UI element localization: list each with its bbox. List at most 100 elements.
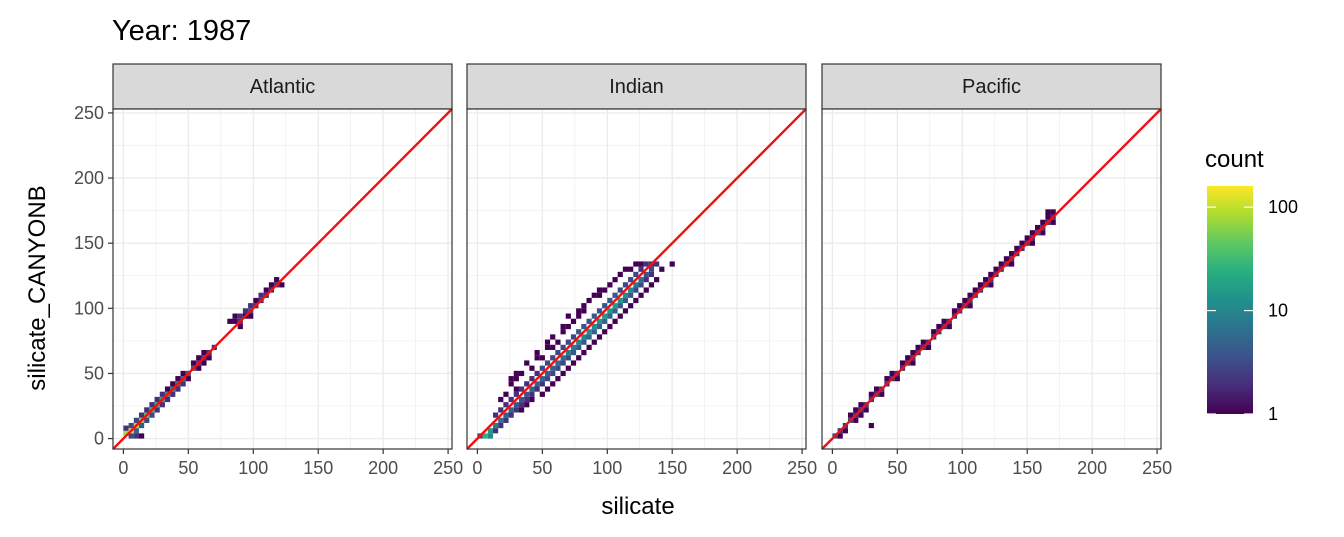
- facet-strip-label: Atlantic: [250, 76, 316, 98]
- bin: [633, 282, 639, 288]
- bin: [201, 349, 207, 356]
- bin: [873, 386, 880, 392]
- bin: [529, 391, 535, 397]
- bin: [972, 287, 978, 293]
- bin: [175, 376, 181, 382]
- bin: [586, 329, 592, 335]
- bin: [591, 292, 597, 298]
- bin: [1003, 256, 1010, 262]
- bin: [669, 261, 675, 267]
- x-axis-title: silicate: [601, 493, 674, 520]
- bin: [274, 277, 280, 283]
- bin: [602, 313, 608, 319]
- bin: [508, 396, 514, 403]
- bin: [534, 370, 540, 377]
- bin: [654, 261, 660, 267]
- bin: [190, 360, 197, 366]
- bin: [581, 323, 587, 330]
- bin: [1009, 250, 1015, 257]
- bin: [1024, 235, 1030, 241]
- bin: [607, 282, 613, 288]
- bin: [591, 313, 597, 319]
- bin: [518, 402, 525, 408]
- bin: [586, 318, 592, 324]
- bin: [951, 308, 958, 314]
- bin: [133, 433, 139, 439]
- bin: [544, 386, 551, 392]
- bin: [633, 287, 639, 293]
- bin: [560, 370, 566, 377]
- bin: [1019, 240, 1025, 246]
- bin: [159, 391, 165, 397]
- bin: [539, 376, 545, 382]
- facet-strip: [112, 63, 453, 110]
- bin: [1029, 240, 1036, 246]
- bin: [628, 303, 634, 309]
- facet-strip: [466, 63, 807, 110]
- y-tick-label: 250: [74, 103, 104, 123]
- bin: [529, 386, 535, 392]
- bin: [617, 271, 623, 278]
- x-tick-label: 0: [472, 458, 482, 478]
- bin: [529, 376, 535, 382]
- bin: [498, 407, 504, 413]
- x-axes: 0 50 100 150 200 250 0 50 100 150 200 250 0 50 100 150 2…: [118, 449, 1172, 478]
- bin: [149, 402, 155, 408]
- bin: [570, 334, 577, 340]
- identity-line: [112, 108, 453, 450]
- bin: [170, 381, 176, 387]
- gridlines: [113, 109, 452, 449]
- legend-title: count: [1205, 146, 1264, 173]
- bin: [570, 349, 577, 356]
- bin: [498, 422, 504, 429]
- bin: [946, 323, 952, 330]
- bin: [1040, 230, 1046, 236]
- bin: [560, 344, 566, 350]
- bin: [868, 391, 874, 397]
- identity-line: [821, 108, 1162, 450]
- bin: [123, 430, 129, 436]
- legend-colorbar: [1207, 186, 1253, 414]
- bin: [1050, 209, 1056, 215]
- bin: [237, 313, 243, 319]
- bin: [863, 407, 869, 413]
- bin: [868, 422, 874, 429]
- bin: [227, 318, 233, 324]
- bin: [622, 282, 629, 288]
- bin: [201, 360, 207, 366]
- bin: [967, 303, 973, 309]
- bin: [905, 355, 911, 361]
- bin: [847, 412, 854, 418]
- x-tick-label: 150: [1012, 458, 1042, 478]
- bin: [524, 402, 530, 408]
- bin: [591, 323, 597, 330]
- bin: [550, 344, 556, 350]
- bin: [1009, 261, 1015, 267]
- bin: [560, 329, 566, 335]
- panel-border: [112, 108, 453, 450]
- bin: [628, 277, 634, 283]
- bin: [503, 417, 509, 423]
- bin: [638, 266, 644, 272]
- x-tick-label: 0: [827, 458, 837, 478]
- gridlines: [822, 109, 1161, 449]
- heatmap-bins: [477, 261, 675, 439]
- bin: [154, 396, 160, 403]
- bin: [617, 287, 623, 293]
- bin: [648, 282, 655, 288]
- panel-border: [821, 108, 1162, 450]
- bin: [144, 417, 150, 423]
- bin: [576, 339, 582, 345]
- bin: [1045, 209, 1051, 215]
- bin: [643, 277, 649, 283]
- bin: [925, 344, 932, 350]
- bin: [128, 422, 134, 429]
- bin: [565, 349, 571, 356]
- bin: [638, 277, 644, 283]
- bin: [586, 297, 592, 304]
- bin: [576, 344, 582, 350]
- bin: [175, 386, 181, 392]
- identity-line: [466, 108, 807, 450]
- facet-strip-label: Indian: [609, 76, 664, 98]
- bin: [638, 282, 644, 288]
